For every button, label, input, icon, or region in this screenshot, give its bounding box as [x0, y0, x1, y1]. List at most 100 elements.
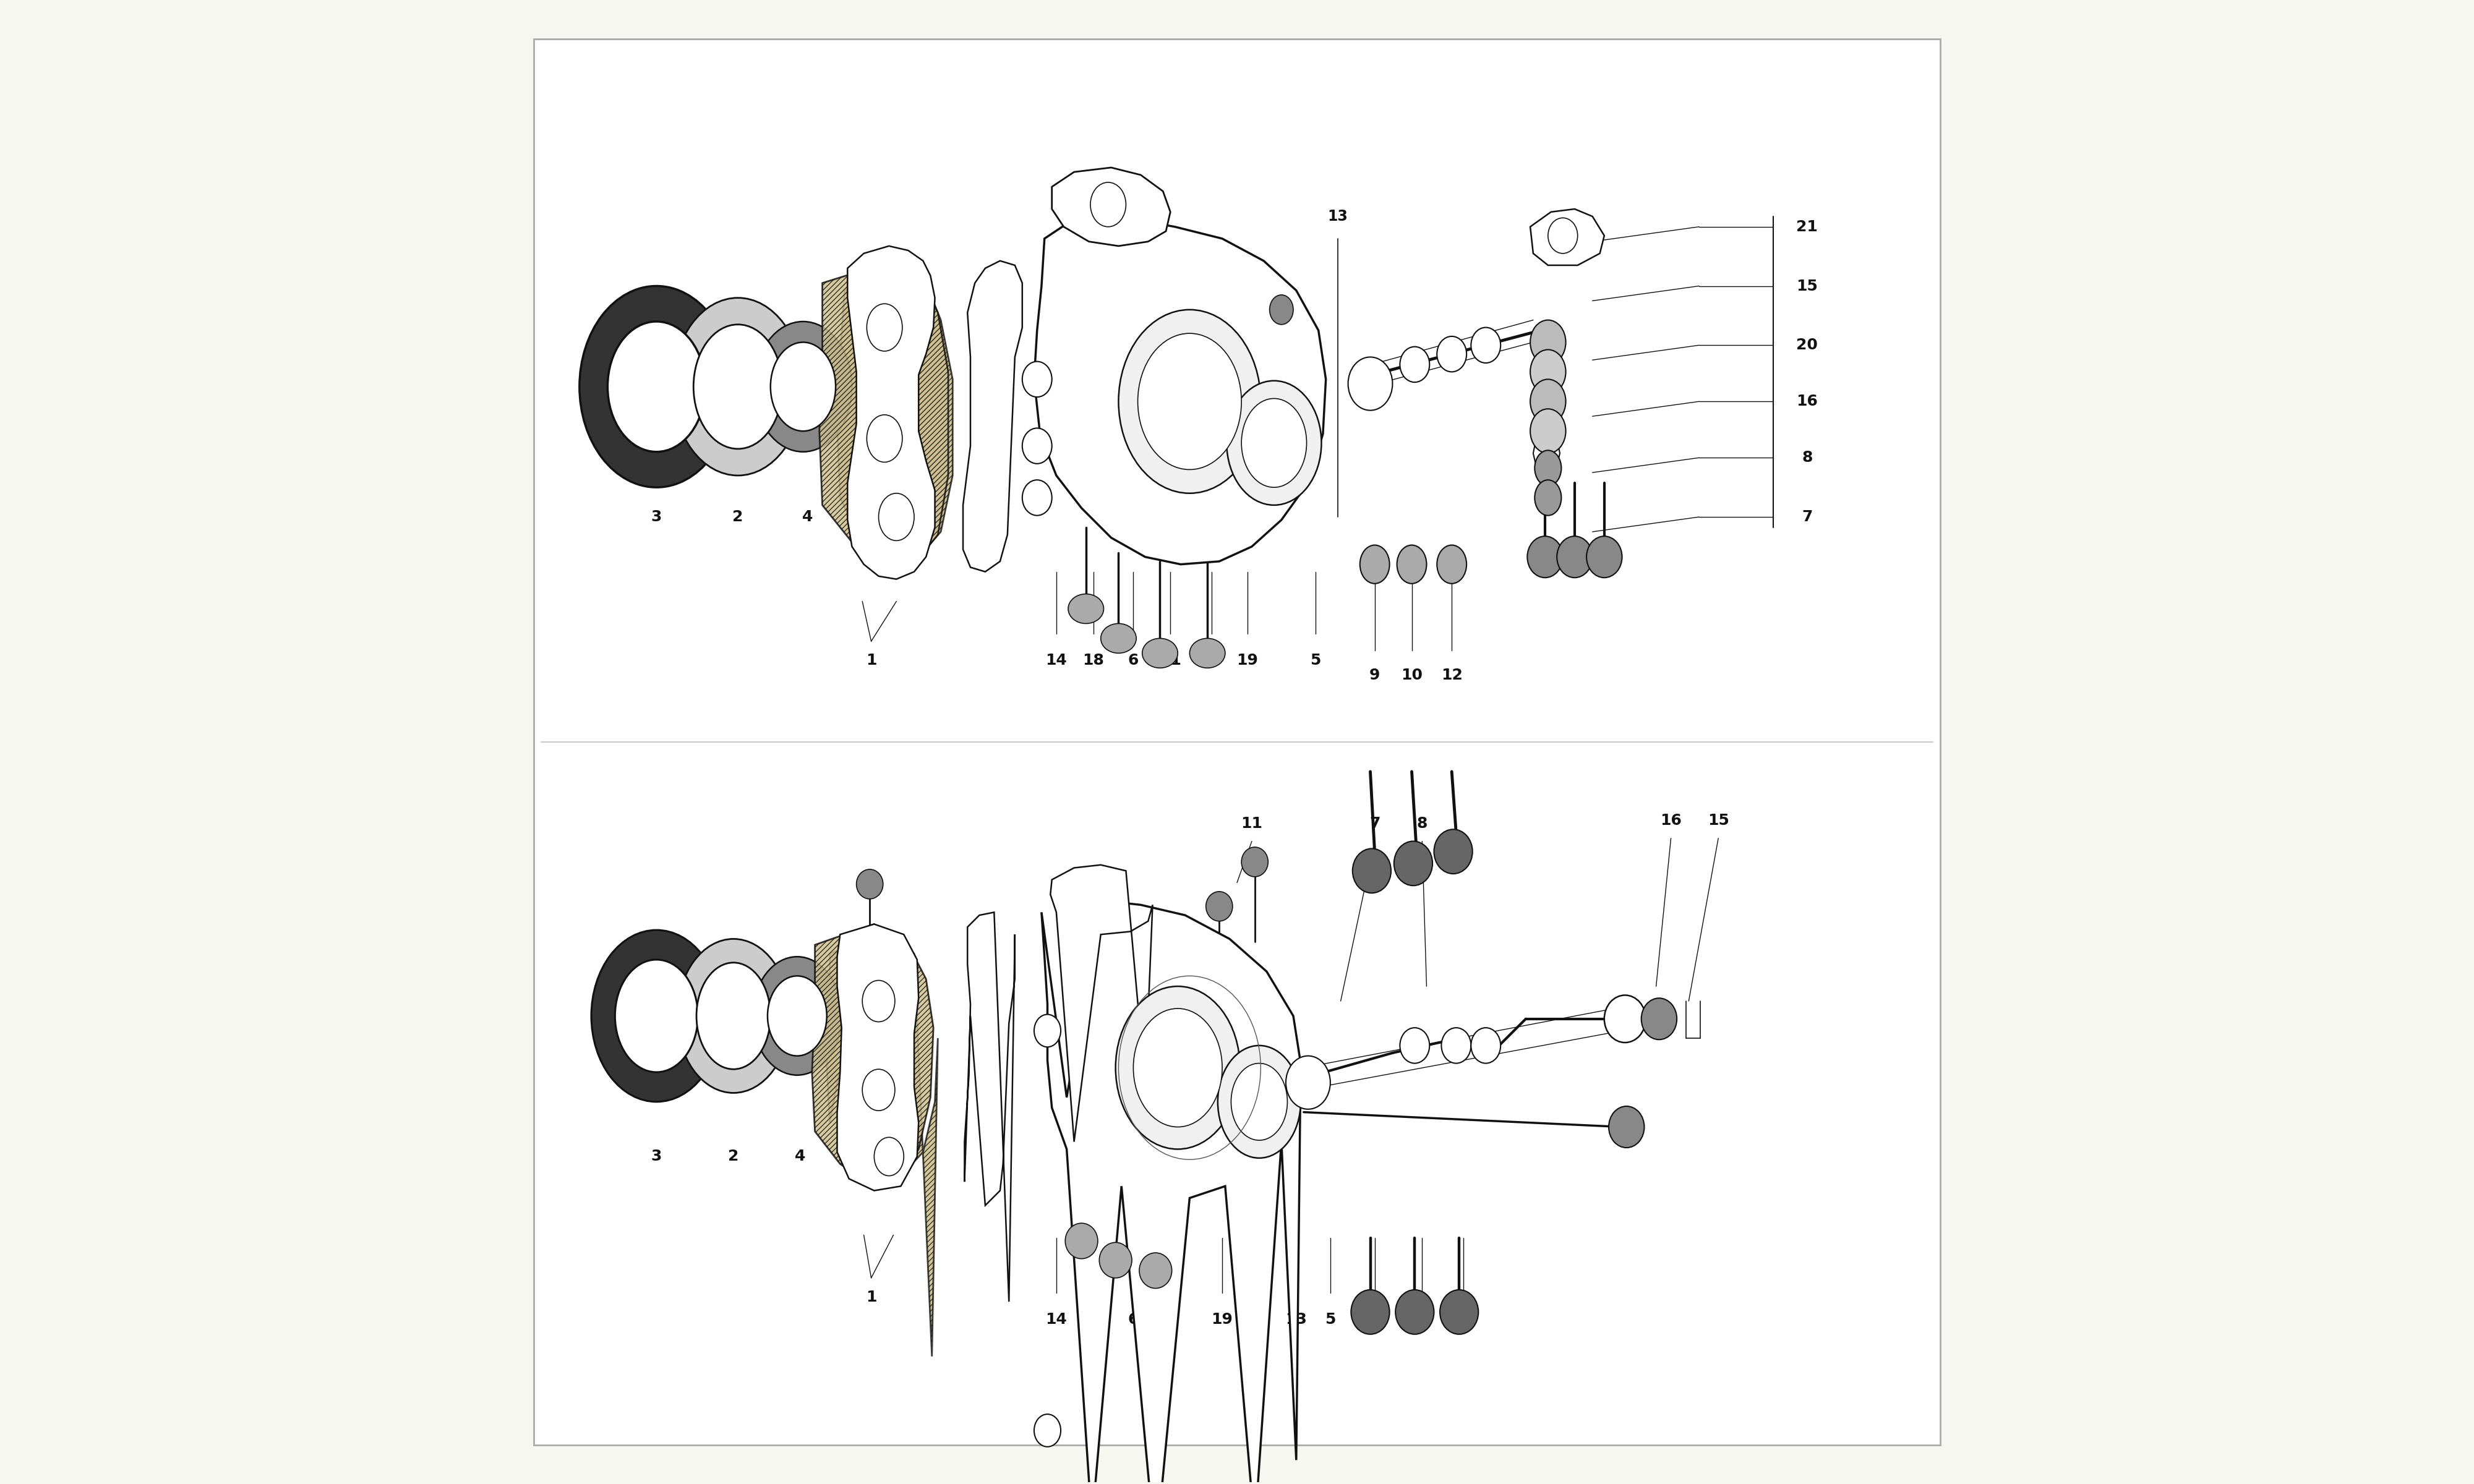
Ellipse shape — [1217, 1046, 1301, 1158]
Ellipse shape — [626, 976, 685, 1057]
Ellipse shape — [1472, 1028, 1502, 1063]
Text: 17: 17 — [1200, 653, 1222, 668]
Ellipse shape — [752, 957, 841, 1074]
Text: 18: 18 — [1084, 653, 1103, 668]
Text: 7: 7 — [1801, 509, 1813, 524]
Text: 9: 9 — [1368, 1312, 1380, 1327]
Ellipse shape — [1442, 1028, 1472, 1063]
Ellipse shape — [609, 322, 705, 451]
Text: 19: 19 — [1212, 1312, 1232, 1327]
Ellipse shape — [1531, 380, 1566, 423]
Ellipse shape — [1353, 849, 1390, 893]
Ellipse shape — [618, 338, 693, 435]
Text: 16: 16 — [1796, 395, 1818, 410]
Ellipse shape — [1398, 545, 1427, 583]
Text: 5: 5 — [1326, 1312, 1336, 1327]
Text: 13: 13 — [1286, 1312, 1306, 1327]
Ellipse shape — [1435, 830, 1472, 874]
Ellipse shape — [1138, 334, 1242, 469]
Text: 2: 2 — [732, 509, 742, 524]
Text: 8: 8 — [1418, 816, 1427, 831]
Ellipse shape — [1022, 479, 1051, 515]
Text: 12: 12 — [1452, 1312, 1475, 1327]
Ellipse shape — [1205, 892, 1232, 922]
Ellipse shape — [1133, 1009, 1222, 1126]
Text: 6: 6 — [1128, 653, 1138, 668]
Ellipse shape — [1069, 594, 1103, 623]
Ellipse shape — [1091, 183, 1126, 227]
Text: 6: 6 — [1128, 1312, 1138, 1327]
Text: 18: 18 — [1084, 1312, 1103, 1327]
Ellipse shape — [1603, 996, 1645, 1043]
Ellipse shape — [1034, 1414, 1061, 1447]
Ellipse shape — [1269, 295, 1294, 325]
Ellipse shape — [1437, 545, 1467, 583]
Text: 13: 13 — [1329, 209, 1348, 224]
Polygon shape — [1534, 430, 1559, 472]
Ellipse shape — [1526, 536, 1564, 577]
Ellipse shape — [863, 1068, 896, 1110]
Polygon shape — [811, 925, 933, 1181]
Ellipse shape — [1472, 328, 1502, 364]
Text: 15: 15 — [1707, 813, 1729, 828]
Text: 5: 5 — [1311, 653, 1321, 668]
Text: 15: 15 — [1796, 279, 1818, 294]
Ellipse shape — [1351, 1290, 1390, 1334]
Text: 1: 1 — [866, 653, 876, 668]
Text: 10: 10 — [1410, 1312, 1432, 1327]
Polygon shape — [1051, 865, 1153, 1141]
Ellipse shape — [873, 1137, 903, 1175]
Ellipse shape — [1118, 310, 1262, 493]
Ellipse shape — [1534, 450, 1561, 485]
Ellipse shape — [591, 930, 722, 1101]
Ellipse shape — [1531, 350, 1566, 395]
Polygon shape — [836, 925, 918, 1190]
Ellipse shape — [1608, 1106, 1645, 1147]
Ellipse shape — [1531, 410, 1566, 453]
Ellipse shape — [693, 325, 782, 448]
Ellipse shape — [1586, 536, 1623, 577]
Text: 14: 14 — [1047, 1312, 1066, 1327]
Text: 16: 16 — [1660, 813, 1682, 828]
Text: 12: 12 — [1440, 668, 1462, 683]
Polygon shape — [962, 261, 1022, 571]
Ellipse shape — [1116, 987, 1239, 1149]
Ellipse shape — [722, 370, 752, 405]
Ellipse shape — [1022, 427, 1051, 463]
Ellipse shape — [1286, 1057, 1331, 1109]
Polygon shape — [1042, 901, 1301, 1484]
Ellipse shape — [1393, 841, 1432, 886]
Polygon shape — [819, 261, 948, 564]
Text: 21: 21 — [1796, 220, 1818, 234]
Ellipse shape — [1361, 545, 1390, 583]
Ellipse shape — [1101, 623, 1136, 653]
Ellipse shape — [1400, 1028, 1430, 1063]
Text: 9: 9 — [1368, 668, 1380, 683]
Text: 4: 4 — [802, 509, 814, 524]
Ellipse shape — [1227, 381, 1321, 505]
Ellipse shape — [1348, 358, 1393, 411]
Ellipse shape — [1190, 638, 1225, 668]
FancyBboxPatch shape — [534, 39, 1940, 1445]
Text: 10: 10 — [1400, 668, 1423, 683]
Ellipse shape — [1138, 1252, 1173, 1288]
Ellipse shape — [1556, 536, 1593, 577]
Ellipse shape — [720, 1000, 747, 1033]
Ellipse shape — [1143, 638, 1178, 668]
Text: 3: 3 — [651, 509, 663, 524]
Ellipse shape — [1034, 1015, 1061, 1048]
Text: 8: 8 — [1801, 450, 1813, 464]
Ellipse shape — [1531, 321, 1566, 365]
Ellipse shape — [767, 976, 826, 1057]
Text: 1: 1 — [866, 1290, 876, 1304]
Ellipse shape — [579, 286, 732, 487]
Ellipse shape — [1549, 218, 1578, 254]
Ellipse shape — [678, 939, 789, 1092]
Text: 17: 17 — [1244, 1312, 1267, 1327]
Ellipse shape — [856, 870, 883, 899]
Ellipse shape — [1022, 362, 1051, 398]
Ellipse shape — [1534, 479, 1561, 515]
Ellipse shape — [863, 981, 896, 1022]
Ellipse shape — [755, 322, 851, 451]
Ellipse shape — [1066, 1223, 1098, 1258]
